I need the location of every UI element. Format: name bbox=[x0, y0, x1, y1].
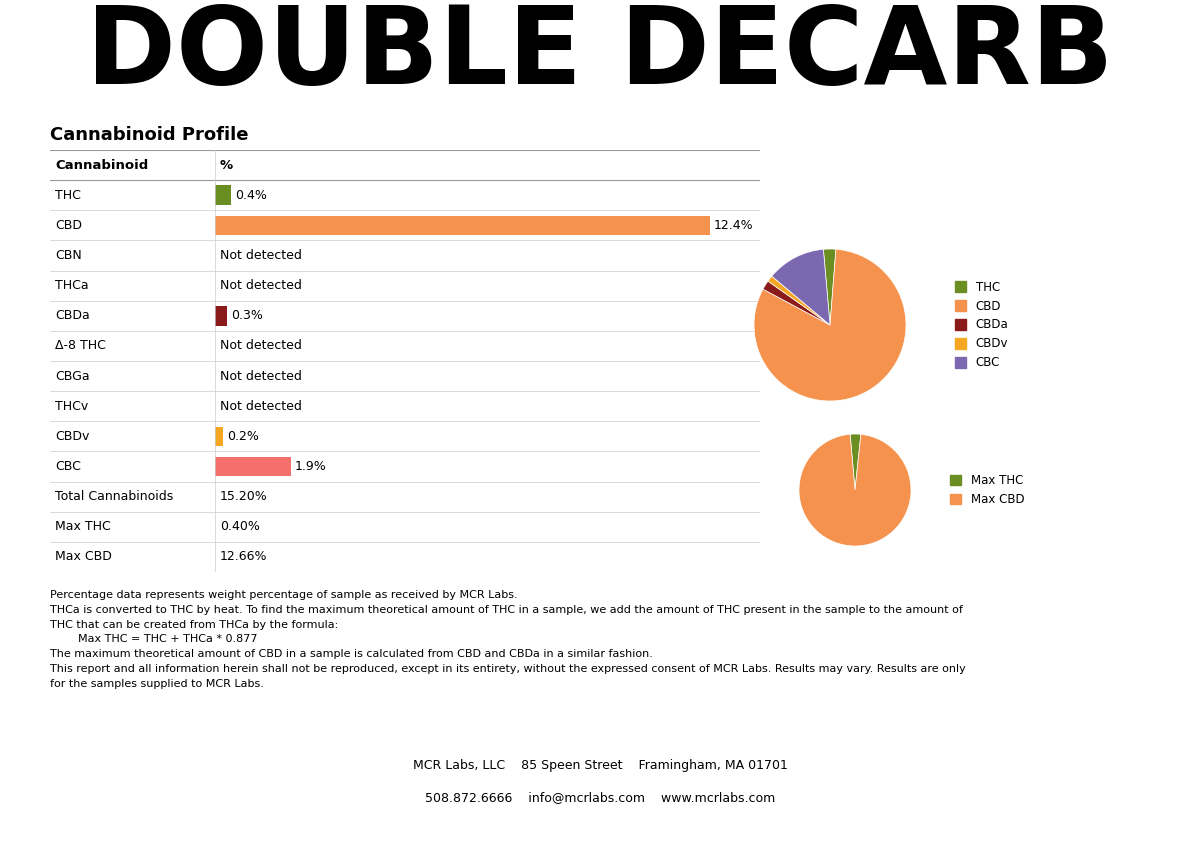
Text: 0.4%: 0.4% bbox=[235, 188, 266, 202]
Wedge shape bbox=[772, 249, 830, 325]
Text: 1.9%: 1.9% bbox=[295, 460, 326, 473]
Text: THCa: THCa bbox=[55, 279, 89, 292]
Text: 0.40%: 0.40% bbox=[220, 520, 260, 533]
Text: 508.872.6666    info@mcrlabs.com    www.mcrlabs.com: 508.872.6666 info@mcrlabs.com www.mcrlab… bbox=[425, 792, 775, 805]
Text: Not detected: Not detected bbox=[220, 400, 302, 413]
Text: 0.3%: 0.3% bbox=[230, 309, 263, 323]
Text: 12.66%: 12.66% bbox=[220, 550, 268, 563]
Wedge shape bbox=[850, 434, 860, 490]
Wedge shape bbox=[799, 434, 911, 546]
Text: %: % bbox=[220, 158, 233, 171]
Legend: THC, CBD, CBDa, CBDv, CBC: THC, CBD, CBDa, CBDv, CBC bbox=[950, 276, 1013, 374]
Text: Cannabinoid Profile: Cannabinoid Profile bbox=[50, 126, 248, 144]
Text: Max CBD: Max CBD bbox=[55, 550, 112, 563]
Text: CBN: CBN bbox=[55, 249, 82, 262]
Wedge shape bbox=[823, 249, 836, 325]
Bar bbox=[215, 457, 290, 476]
Text: Cannabinoid: Cannabinoid bbox=[55, 158, 149, 171]
Text: 15.20%: 15.20% bbox=[220, 490, 268, 503]
Bar bbox=[215, 216, 710, 235]
Wedge shape bbox=[768, 276, 830, 325]
Bar bbox=[215, 426, 223, 446]
Text: MCR Labs, LLC    85 Speen Street    Framingham, MA 01701: MCR Labs, LLC 85 Speen Street Framingham… bbox=[413, 758, 787, 771]
Text: THC: THC bbox=[55, 188, 80, 202]
Legend: Max THC, Max CBD: Max THC, Max CBD bbox=[944, 469, 1030, 511]
Text: Percentage data represents weight percentage of sample as received by MCR Labs.
: Percentage data represents weight percen… bbox=[50, 590, 966, 689]
Wedge shape bbox=[754, 249, 906, 401]
Text: CBD: CBD bbox=[55, 219, 82, 232]
Text: CBDa: CBDa bbox=[55, 309, 90, 323]
Text: CBDv: CBDv bbox=[55, 430, 89, 443]
Text: Δ-8 THC: Δ-8 THC bbox=[55, 340, 106, 353]
Bar bbox=[215, 186, 230, 205]
Text: CBC: CBC bbox=[55, 460, 80, 473]
Text: Max THC: Max THC bbox=[55, 520, 110, 533]
Text: Total Cannabinoids: Total Cannabinoids bbox=[55, 490, 173, 503]
Text: Not detected: Not detected bbox=[220, 340, 302, 353]
Text: Not detected: Not detected bbox=[220, 370, 302, 383]
Text: Not detected: Not detected bbox=[220, 249, 302, 262]
Bar bbox=[215, 306, 227, 325]
Text: THCv: THCv bbox=[55, 400, 89, 413]
Text: 0.2%: 0.2% bbox=[227, 430, 259, 443]
Text: 12.4%: 12.4% bbox=[714, 219, 754, 232]
Text: DOUBLE DECARB: DOUBLE DECARB bbox=[86, 1, 1114, 107]
Text: Not detected: Not detected bbox=[220, 279, 302, 292]
Wedge shape bbox=[763, 281, 830, 325]
Text: CBGa: CBGa bbox=[55, 370, 90, 383]
